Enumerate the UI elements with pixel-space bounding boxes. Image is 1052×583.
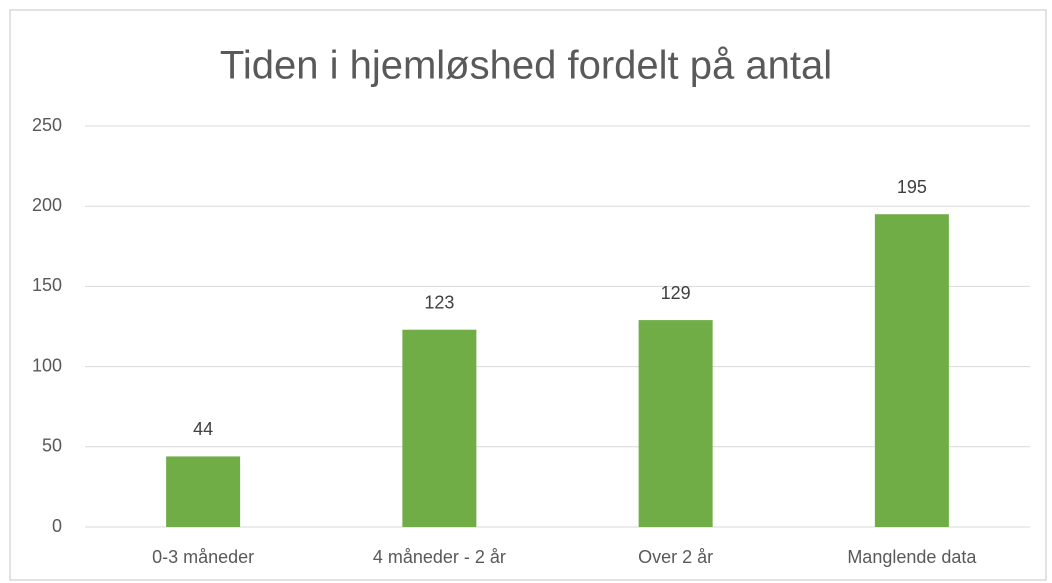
x-tick-label: 0-3 måneder [152,547,254,567]
y-tick-label: 250 [32,115,62,135]
bar [402,329,477,527]
bar [166,456,241,527]
y-tick-label: 150 [32,275,62,295]
data-label: 195 [897,177,927,197]
x-tick-label: Manglende data [847,547,977,567]
bar [874,214,949,527]
y-tick-label: 200 [32,195,62,215]
data-label: 44 [193,419,213,439]
y-tick-label: 50 [42,436,62,456]
bar [638,320,713,527]
y-tick-label: 0 [52,516,62,536]
data-label: 123 [424,292,454,312]
chart-title: Tiden i hjemløshed fordelt på antal [220,44,832,88]
data-label: 129 [661,283,691,303]
y-tick-label: 100 [32,355,62,375]
x-tick-label: Over 2 år [638,547,713,567]
x-tick-label: 4 måneder - 2 år [373,547,506,567]
